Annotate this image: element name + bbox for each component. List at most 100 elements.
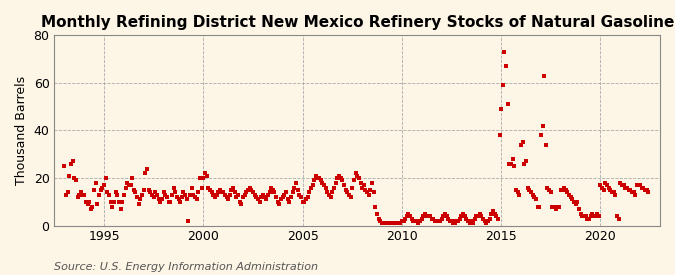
Point [335, 176, 346, 180]
Point [171, 195, 182, 199]
Point [363, 192, 374, 197]
Point [441, 214, 452, 218]
Point [138, 188, 149, 192]
Point [315, 178, 326, 183]
Point [308, 178, 319, 183]
Point [70, 178, 81, 183]
Point [544, 188, 555, 192]
Point [486, 211, 497, 216]
Point [479, 219, 490, 223]
Point [461, 216, 472, 221]
Point [357, 185, 368, 190]
Point [97, 185, 108, 190]
Point [221, 195, 232, 199]
Point [451, 219, 462, 223]
Point [560, 188, 571, 192]
Point [306, 185, 317, 190]
Point [438, 214, 449, 218]
Y-axis label: Thousand Barrels: Thousand Barrels [15, 76, 28, 185]
Point [499, 50, 510, 54]
Point [269, 190, 280, 194]
Point [354, 176, 364, 180]
Point [637, 185, 647, 190]
Point [464, 221, 475, 226]
Point [454, 216, 465, 221]
Point [446, 219, 457, 223]
Point [107, 204, 117, 209]
Point [94, 192, 105, 197]
Point [408, 219, 419, 223]
Point [428, 216, 439, 221]
Point [641, 188, 652, 192]
Point [633, 183, 644, 187]
Point [506, 162, 516, 166]
Point [241, 190, 252, 194]
Point [205, 188, 215, 192]
Point [188, 192, 199, 197]
Point [240, 192, 250, 197]
Point [218, 190, 229, 194]
Point [128, 188, 139, 192]
Point [226, 188, 237, 192]
Point [570, 202, 581, 207]
Point [593, 214, 604, 218]
Point [537, 123, 548, 128]
Point [132, 195, 142, 199]
Point [279, 192, 290, 197]
Point [281, 190, 292, 194]
Point [286, 195, 296, 199]
Point [495, 107, 506, 111]
Point [567, 197, 578, 202]
Point [163, 200, 174, 204]
Point [167, 192, 178, 197]
Point [310, 174, 321, 178]
Point [605, 188, 616, 192]
Point [65, 162, 76, 166]
Point [626, 190, 637, 194]
Point [575, 211, 586, 216]
Point [377, 221, 387, 226]
Point [352, 174, 362, 178]
Point [595, 183, 606, 187]
Point [468, 221, 479, 226]
Point [289, 185, 300, 190]
Point [248, 190, 259, 194]
Point [552, 204, 563, 209]
Point [175, 200, 186, 204]
Point [319, 183, 329, 187]
Point [275, 197, 286, 202]
Point [231, 195, 242, 199]
Point [427, 216, 437, 221]
Point [191, 197, 202, 202]
Point [439, 211, 450, 216]
Point [332, 176, 343, 180]
Point [578, 214, 589, 218]
Point [152, 192, 163, 197]
Point [182, 197, 192, 202]
Point [206, 190, 217, 194]
Point [414, 219, 425, 223]
Point [216, 190, 227, 194]
Point [312, 176, 323, 180]
Point [418, 214, 429, 218]
Point [113, 200, 124, 204]
Point [607, 190, 618, 194]
Point [411, 219, 422, 223]
Point [135, 197, 146, 202]
Point [333, 174, 344, 178]
Point [615, 181, 626, 185]
Point [410, 219, 421, 223]
Point [421, 214, 432, 218]
Point [193, 190, 204, 194]
Point [213, 190, 223, 194]
Point [512, 190, 523, 194]
Point [369, 190, 379, 194]
Point [200, 171, 211, 175]
Point [568, 200, 579, 204]
Point [215, 188, 225, 192]
Point [88, 188, 99, 192]
Point [587, 211, 597, 216]
Point [405, 214, 416, 218]
Point [112, 192, 123, 197]
Point [622, 185, 632, 190]
